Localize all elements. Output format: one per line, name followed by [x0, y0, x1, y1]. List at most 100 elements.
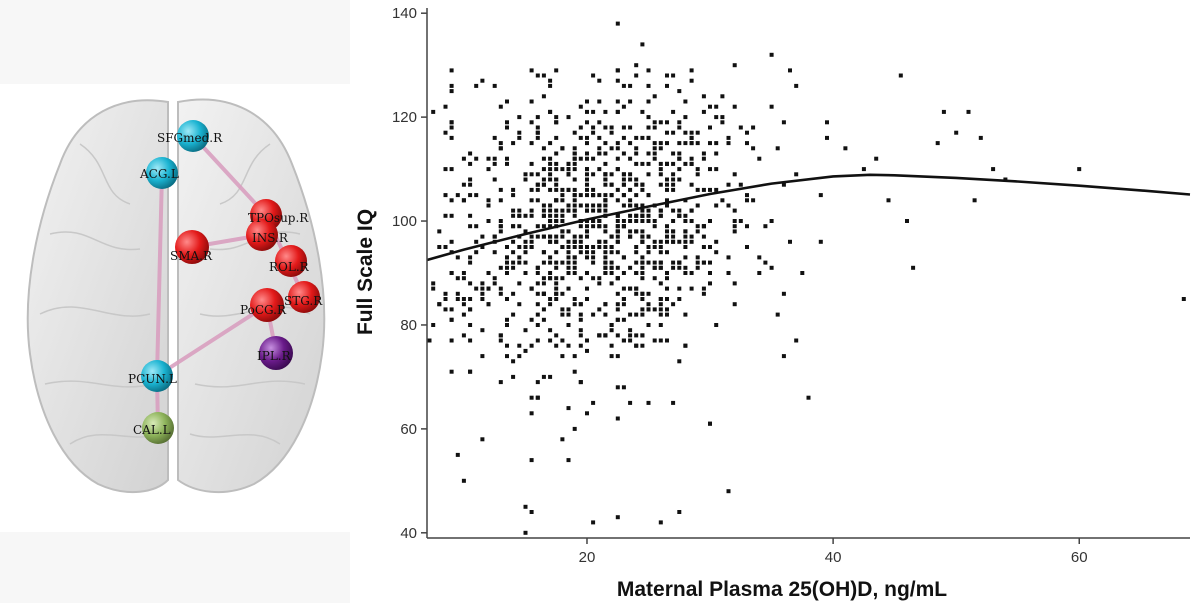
scatter-point — [683, 161, 688, 166]
scatter-point — [578, 250, 583, 255]
scatter-point — [658, 141, 663, 146]
scatter-point — [886, 198, 891, 203]
scatter-point — [554, 182, 559, 187]
node-label-tposup-r: TPOsup.R — [248, 211, 309, 225]
node-acg-l — [146, 157, 178, 189]
scatter-point — [677, 89, 682, 94]
scatter-point — [535, 395, 540, 400]
scatter-point — [529, 208, 534, 213]
scatter-point — [560, 354, 565, 359]
scatter-point — [449, 369, 454, 374]
scatter-point — [492, 234, 497, 239]
scatter-point — [634, 182, 639, 187]
scatter-point — [572, 255, 577, 260]
scatter-point — [695, 203, 700, 208]
scatter-point — [603, 255, 608, 260]
scatter-point — [628, 338, 633, 343]
scatter-point — [677, 213, 682, 218]
scatter-point — [646, 260, 651, 265]
node-stg-r — [288, 281, 320, 313]
scatter-point — [529, 99, 534, 104]
scatter-point — [431, 323, 436, 327]
scatter-point — [480, 354, 485, 359]
scatter-point — [529, 161, 534, 166]
x-axis-title: Maternal Plasma 25(OH)D, ng/mL — [617, 578, 947, 601]
scatter-point — [505, 354, 509, 359]
scatter-point — [541, 250, 546, 255]
scatter-point — [554, 291, 559, 296]
scatter-point — [486, 302, 491, 307]
scatter-point — [548, 141, 553, 146]
scatter-point — [683, 343, 688, 348]
scatter-point — [621, 135, 626, 140]
scatter-point — [566, 250, 571, 255]
scatter-point — [935, 141, 940, 146]
scatter-point — [677, 297, 682, 301]
scatter-point — [449, 307, 454, 312]
scatter-point — [511, 224, 516, 229]
scatter-point — [554, 265, 559, 270]
scatter-point — [732, 229, 737, 234]
scatter-point — [597, 239, 602, 244]
scatter-point — [498, 380, 503, 385]
scatter-point — [529, 239, 534, 244]
scatter-point — [621, 83, 626, 88]
scatter-point — [449, 89, 454, 94]
scatter-point — [523, 245, 528, 249]
scatter-point — [566, 245, 571, 249]
scatter-point — [665, 229, 669, 234]
scatter-point — [732, 104, 737, 109]
scatter-point — [677, 141, 682, 146]
scatter-point — [566, 167, 571, 172]
scatter-point — [794, 172, 799, 177]
scatter-point — [695, 255, 700, 260]
scatter-point — [529, 245, 534, 249]
scatter-point — [658, 146, 663, 151]
scatter-point — [461, 276, 466, 281]
scatter-point — [560, 219, 565, 223]
scatter-point — [591, 109, 596, 114]
scatter-point — [640, 265, 645, 270]
scatter-point — [652, 125, 657, 130]
y-tick-label: 40 — [400, 525, 417, 542]
scatter-point — [455, 297, 460, 301]
scatter-point — [658, 161, 663, 166]
scatter-point — [572, 177, 577, 182]
scatter-point — [541, 281, 546, 286]
scatter-point — [505, 120, 509, 125]
scatter-point — [548, 156, 553, 161]
scatter-point — [634, 146, 639, 151]
scatter-point — [585, 250, 589, 255]
scatter-point — [511, 260, 516, 265]
scatter-point — [529, 187, 534, 192]
scatter-point — [455, 291, 460, 296]
scatter-point — [640, 229, 645, 234]
left-hemisphere — [26, 99, 169, 494]
node-label-cal-l: CAL.L — [133, 423, 171, 437]
scatter-point — [701, 187, 706, 192]
scatter-point — [541, 224, 546, 229]
scatter-point — [591, 245, 596, 249]
scatter-point — [443, 193, 448, 198]
scatter-point — [726, 271, 731, 275]
scatter-point — [652, 120, 657, 125]
scatter-point — [572, 167, 577, 172]
scatter-point — [621, 193, 626, 198]
scatter-point — [763, 260, 768, 265]
scatter-point — [966, 109, 971, 114]
scatter-point — [566, 239, 571, 244]
scatter-point — [714, 167, 719, 172]
scatter-point — [511, 312, 516, 317]
scatter-point — [498, 198, 503, 203]
scatter-point — [689, 78, 694, 83]
node-label-rol-r: ROL.R — [269, 260, 310, 274]
scatter-point — [535, 234, 540, 239]
scatter-point — [585, 172, 589, 177]
scatter-point — [732, 224, 737, 229]
scatter-point — [708, 187, 712, 192]
scatter-point — [535, 135, 540, 140]
scatter-point — [714, 250, 719, 255]
scatter-point — [726, 135, 731, 140]
scatter-point — [621, 224, 626, 229]
scatter-point — [640, 297, 645, 301]
